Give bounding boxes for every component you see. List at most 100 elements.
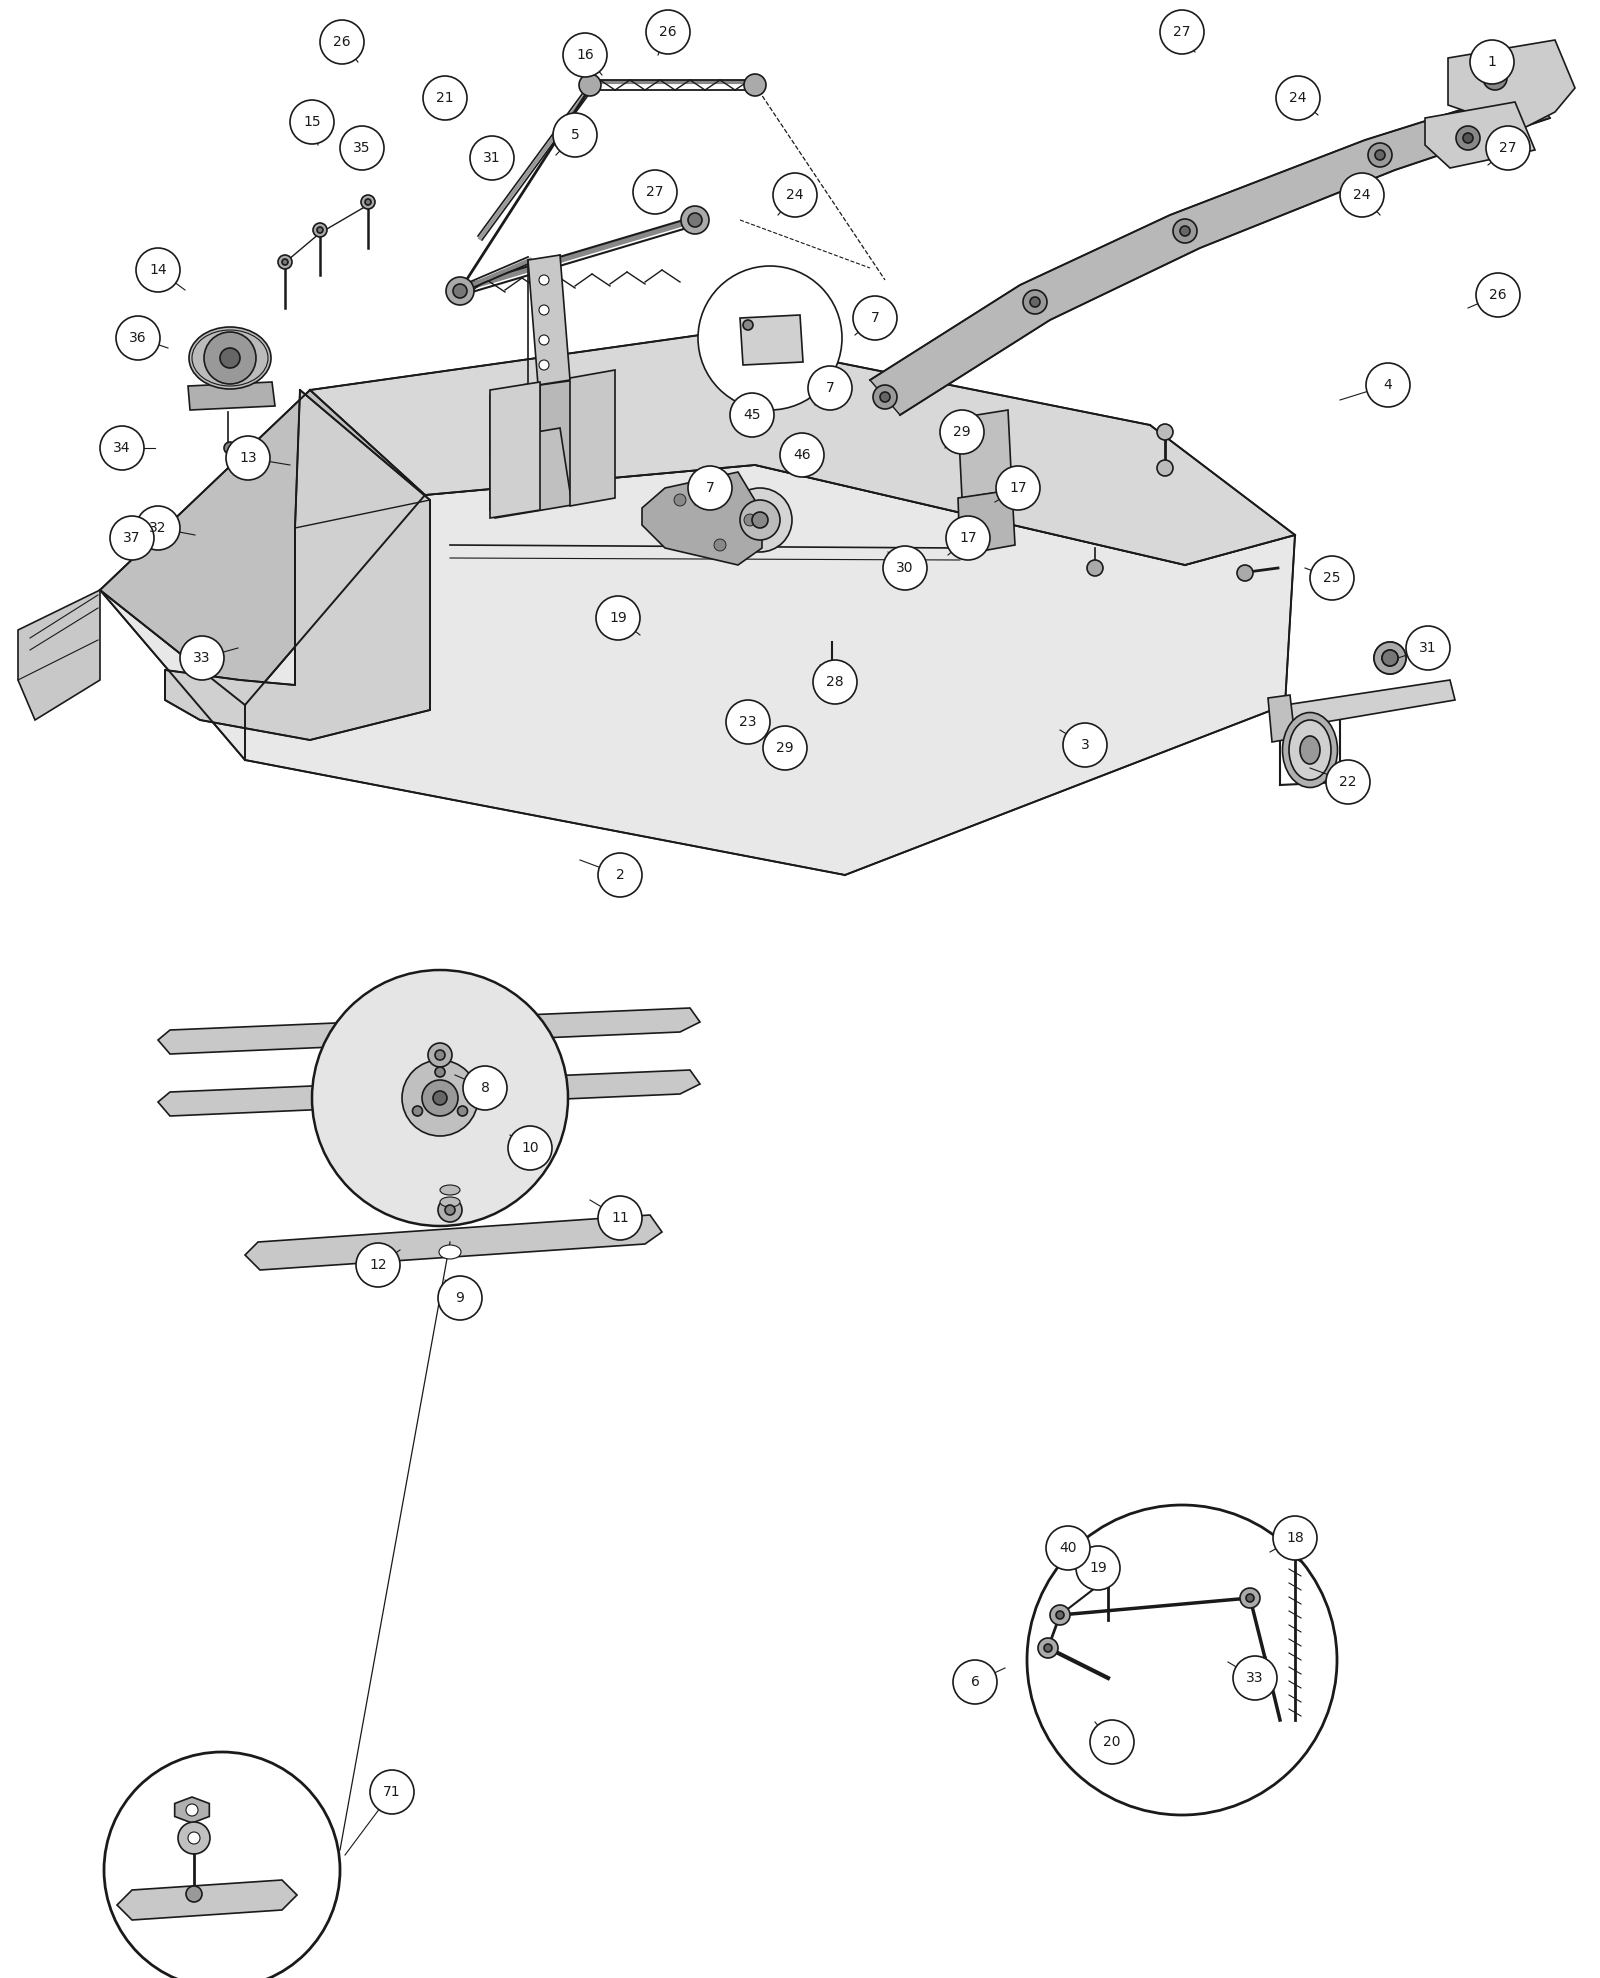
Circle shape [1038, 1638, 1058, 1658]
Text: 23: 23 [739, 714, 757, 730]
Circle shape [453, 285, 467, 299]
Polygon shape [642, 473, 762, 566]
Circle shape [317, 227, 323, 233]
Text: 7: 7 [706, 481, 714, 494]
Circle shape [278, 255, 293, 269]
Circle shape [688, 467, 733, 510]
Circle shape [954, 1660, 997, 1703]
Text: 29: 29 [776, 742, 794, 756]
Circle shape [1075, 1547, 1120, 1590]
Circle shape [539, 360, 549, 370]
Circle shape [1374, 150, 1386, 160]
Circle shape [282, 259, 288, 265]
Circle shape [1406, 625, 1450, 671]
Circle shape [435, 1066, 445, 1076]
Circle shape [941, 409, 984, 455]
Circle shape [462, 1066, 507, 1110]
Text: 31: 31 [483, 150, 501, 164]
Circle shape [438, 1199, 462, 1222]
Circle shape [1240, 1588, 1261, 1608]
Circle shape [597, 595, 640, 641]
Circle shape [1470, 40, 1514, 83]
Polygon shape [101, 390, 426, 704]
Circle shape [598, 1197, 642, 1240]
Circle shape [1341, 172, 1384, 218]
Text: 7: 7 [826, 382, 834, 396]
Circle shape [682, 206, 709, 233]
Text: 25: 25 [1323, 572, 1341, 585]
Circle shape [1086, 560, 1102, 576]
Circle shape [362, 196, 374, 210]
Polygon shape [528, 255, 570, 386]
Text: 21: 21 [437, 91, 454, 105]
Polygon shape [870, 87, 1550, 415]
Circle shape [1050, 1604, 1070, 1626]
Text: 27: 27 [1499, 140, 1517, 154]
Circle shape [728, 489, 792, 552]
Ellipse shape [1299, 736, 1320, 764]
Ellipse shape [440, 1185, 461, 1195]
Circle shape [435, 1050, 445, 1060]
Text: 8: 8 [480, 1082, 490, 1096]
Circle shape [186, 1885, 202, 1903]
Circle shape [563, 34, 606, 77]
Circle shape [110, 516, 154, 560]
Circle shape [1027, 1505, 1338, 1816]
Text: 16: 16 [576, 47, 594, 61]
Circle shape [1157, 461, 1173, 477]
Circle shape [136, 506, 181, 550]
Text: 31: 31 [1419, 641, 1437, 655]
Text: 24: 24 [1354, 188, 1371, 202]
Text: 46: 46 [794, 447, 811, 463]
Text: 13: 13 [238, 451, 258, 465]
Circle shape [883, 546, 926, 589]
Circle shape [357, 1242, 400, 1288]
Text: 1: 1 [1488, 55, 1496, 69]
Circle shape [1056, 1610, 1064, 1620]
Circle shape [470, 136, 514, 180]
Text: 33: 33 [1246, 1671, 1264, 1685]
Circle shape [1285, 1535, 1306, 1555]
Circle shape [370, 1770, 414, 1814]
Circle shape [1160, 10, 1205, 53]
Ellipse shape [1290, 720, 1331, 779]
Circle shape [509, 1125, 552, 1171]
Circle shape [1456, 127, 1480, 150]
Circle shape [742, 320, 754, 330]
Circle shape [446, 277, 474, 305]
Text: 5: 5 [571, 129, 579, 142]
Text: 26: 26 [333, 36, 350, 49]
Circle shape [117, 316, 160, 360]
Circle shape [1277, 75, 1320, 121]
Circle shape [808, 366, 851, 409]
Text: 15: 15 [302, 115, 322, 129]
Circle shape [826, 665, 838, 676]
Text: 24: 24 [1290, 91, 1307, 105]
Circle shape [730, 394, 774, 437]
Polygon shape [174, 1796, 210, 1824]
Circle shape [874, 386, 898, 409]
Text: 45: 45 [744, 407, 760, 421]
Text: 7: 7 [870, 311, 880, 324]
Circle shape [205, 332, 256, 384]
Text: 4: 4 [1384, 378, 1392, 392]
Polygon shape [117, 1879, 298, 1921]
Circle shape [1374, 643, 1406, 674]
Text: 20: 20 [1104, 1735, 1120, 1749]
Circle shape [539, 334, 549, 344]
Circle shape [853, 297, 898, 340]
Text: 22: 22 [1339, 775, 1357, 789]
Circle shape [634, 170, 677, 214]
Circle shape [741, 500, 781, 540]
Text: 6: 6 [971, 1675, 979, 1689]
Circle shape [221, 348, 240, 368]
Circle shape [178, 1822, 210, 1853]
Polygon shape [1267, 694, 1294, 742]
Circle shape [445, 1205, 454, 1214]
Circle shape [1062, 724, 1107, 767]
Text: 29: 29 [954, 425, 971, 439]
Text: 36: 36 [130, 330, 147, 344]
Polygon shape [958, 491, 1014, 556]
Text: 30: 30 [896, 562, 914, 576]
Circle shape [429, 1042, 453, 1066]
